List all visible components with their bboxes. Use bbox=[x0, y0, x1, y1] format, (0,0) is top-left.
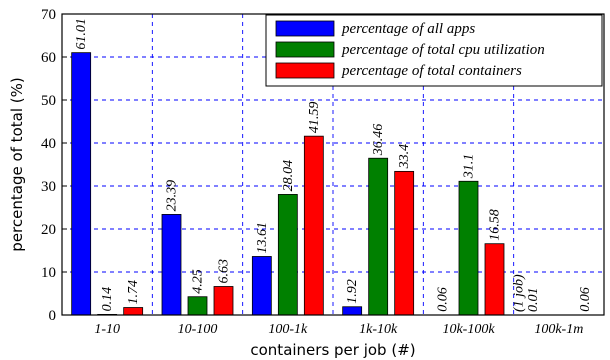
data-label: 0.06 bbox=[436, 287, 451, 312]
data-label: 0.06 bbox=[578, 287, 593, 312]
x-tick-label: 100-1k bbox=[268, 322, 308, 337]
bars bbox=[71, 52, 505, 316]
y-axis-title: percentage of total (%) bbox=[8, 77, 26, 251]
bar-1 bbox=[71, 52, 92, 316]
data-label: 13.61 bbox=[255, 222, 270, 254]
x-tick-label: 10k-100k bbox=[442, 322, 495, 337]
bar-2 bbox=[368, 157, 389, 316]
x-tick-label: 1-10 bbox=[94, 322, 120, 337]
y-tick-label: 50 bbox=[41, 93, 56, 109]
data-label: 23.39 bbox=[165, 180, 180, 212]
y-tick-label: 0 bbox=[49, 308, 57, 324]
bar-2 bbox=[277, 194, 298, 316]
legend-swatch bbox=[275, 62, 335, 79]
bar-3 bbox=[213, 286, 234, 316]
data-label: 6.63 bbox=[217, 259, 232, 284]
bar-2 bbox=[458, 180, 479, 316]
legend-swatch bbox=[275, 20, 335, 37]
plot-frame bbox=[61, 13, 605, 316]
data-label: 61.01 bbox=[74, 18, 89, 50]
data-label: 36.46 bbox=[371, 124, 386, 157]
x-tick-label: 100k-1m bbox=[534, 322, 583, 337]
y-tick-label: 30 bbox=[41, 179, 56, 195]
legend-swatch bbox=[275, 41, 335, 58]
y-tick-label: 60 bbox=[41, 50, 56, 66]
annotation-label: (1 job) bbox=[512, 274, 527, 312]
bar-3 bbox=[484, 243, 505, 316]
y-tick-label: 70 bbox=[41, 7, 56, 23]
bar-3 bbox=[394, 170, 415, 316]
bar-3 bbox=[123, 307, 144, 316]
y-tick-label: 10 bbox=[41, 265, 56, 281]
x-tick-label: 10-100 bbox=[178, 322, 218, 337]
y-tick-label: 40 bbox=[41, 136, 56, 152]
data-label: 28.04 bbox=[281, 160, 296, 192]
bar-1 bbox=[342, 306, 363, 316]
data-label: 33.4 bbox=[397, 144, 412, 170]
legend-label: percentage of total containers bbox=[341, 63, 522, 79]
x-axis-title: containers per job (#) bbox=[250, 341, 415, 359]
data-label: 4.25 bbox=[191, 269, 206, 294]
data-label: 16.58 bbox=[488, 209, 503, 241]
legend: percentage of all apps percentage of tota… bbox=[265, 14, 603, 87]
data-label: 1.92 bbox=[345, 279, 360, 304]
bar-1 bbox=[161, 214, 182, 316]
data-label: 0.14 bbox=[100, 287, 115, 312]
data-labels: 61.01 0.14 1.74 23.39 4.25 6.63 13.61 28.04 41.5… bbox=[74, 18, 593, 312]
bar-3 bbox=[303, 135, 324, 316]
bar-2 bbox=[187, 296, 208, 316]
data-label: 41.59 bbox=[307, 102, 322, 134]
ticks: 0 10 20 30 40 50 60 70 1-10 10-100 100-1k 1k-10k 10k… bbox=[41, 7, 583, 337]
y-tick-label: 20 bbox=[41, 222, 56, 238]
legend-label: percentage of total cpu utilization bbox=[341, 42, 545, 58]
data-label: 0.01 bbox=[526, 287, 541, 312]
legend-label: percentage of all apps bbox=[341, 21, 475, 37]
data-label: 31.1 bbox=[462, 154, 477, 180]
bar-1 bbox=[251, 256, 272, 316]
data-label: 1.74 bbox=[126, 280, 141, 305]
x-tick-label: 1k-10k bbox=[359, 322, 398, 337]
